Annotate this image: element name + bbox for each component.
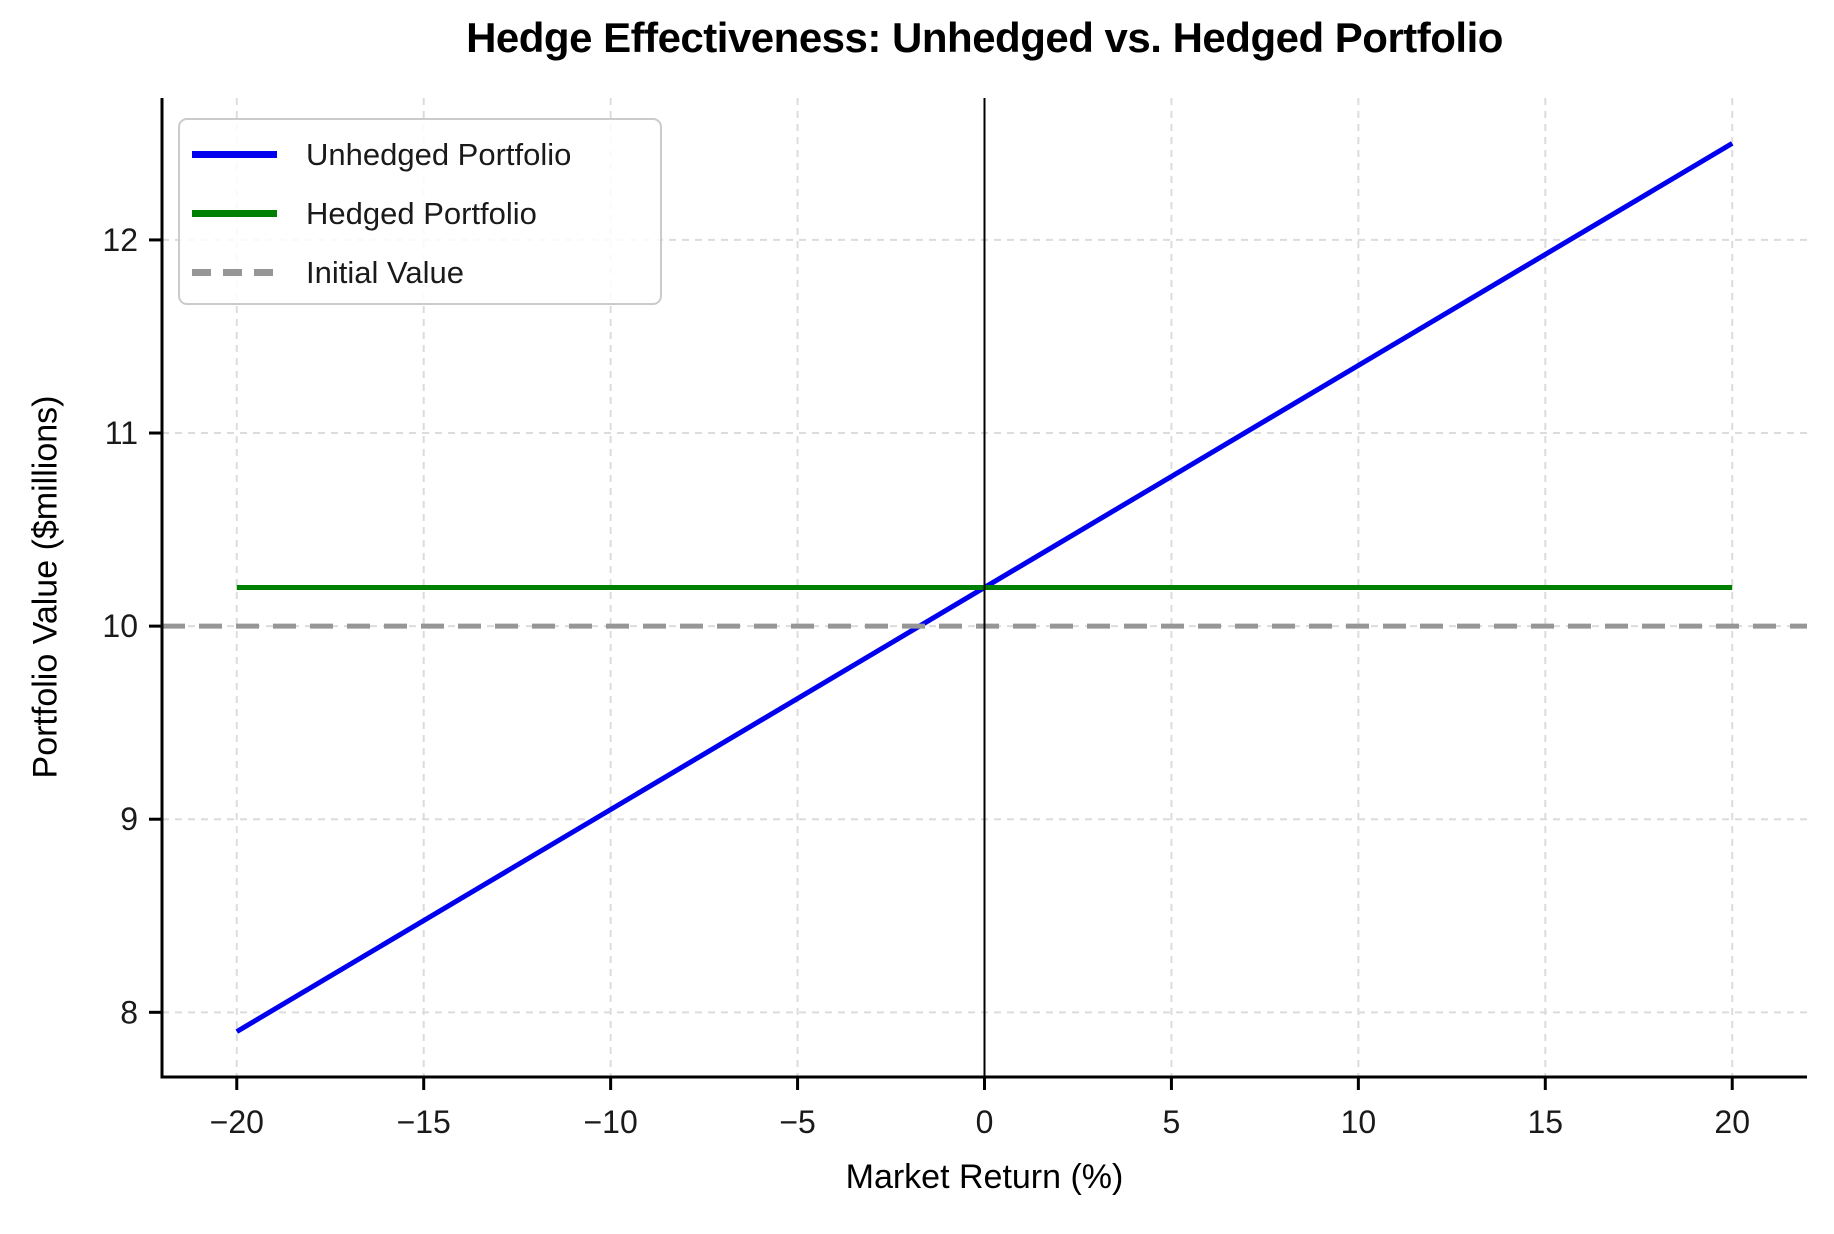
legend-item-hedged-portfolio: Hedged Portfolio [180,184,660,243]
legend-label-initial-value: Initial Value [306,254,464,290]
legend-label-unhedged: Unhedged Portfolio [306,136,572,172]
svg-text:−5: −5 [779,1104,815,1140]
svg-text:−15: −15 [397,1104,451,1140]
legend-swatch-unhedged-line [192,151,277,158]
svg-text:10: 10 [102,608,138,644]
legend-swatch-hedged-line [192,210,277,217]
svg-text:−20: −20 [210,1104,264,1140]
svg-text:5: 5 [1163,1104,1181,1140]
legend-swatch-initial-value-line [192,269,277,276]
svg-text:10: 10 [1341,1104,1377,1140]
chart-title: Hedge Effectiveness: Unhedged vs. Hedged… [466,14,1503,61]
legend-label-hedged: Hedged Portfolio [306,195,537,231]
svg-text:9: 9 [120,801,138,837]
svg-text:8: 8 [120,994,138,1030]
svg-text:0: 0 [976,1104,994,1140]
svg-text:−10: −10 [583,1104,637,1140]
svg-text:15: 15 [1527,1104,1563,1140]
legend-item-unhedged-portfolio: Unhedged Portfolio [180,125,660,184]
svg-text:20: 20 [1714,1104,1750,1140]
x-axis-label: Market Return (%) [845,1158,1124,1196]
svg-text:12: 12 [102,222,138,258]
svg-text:11: 11 [105,415,138,451]
legend-item-initial-value: Initial Value [180,243,660,302]
legend: Unhedged Portfolio Hedged Portfolio Init… [178,118,662,305]
